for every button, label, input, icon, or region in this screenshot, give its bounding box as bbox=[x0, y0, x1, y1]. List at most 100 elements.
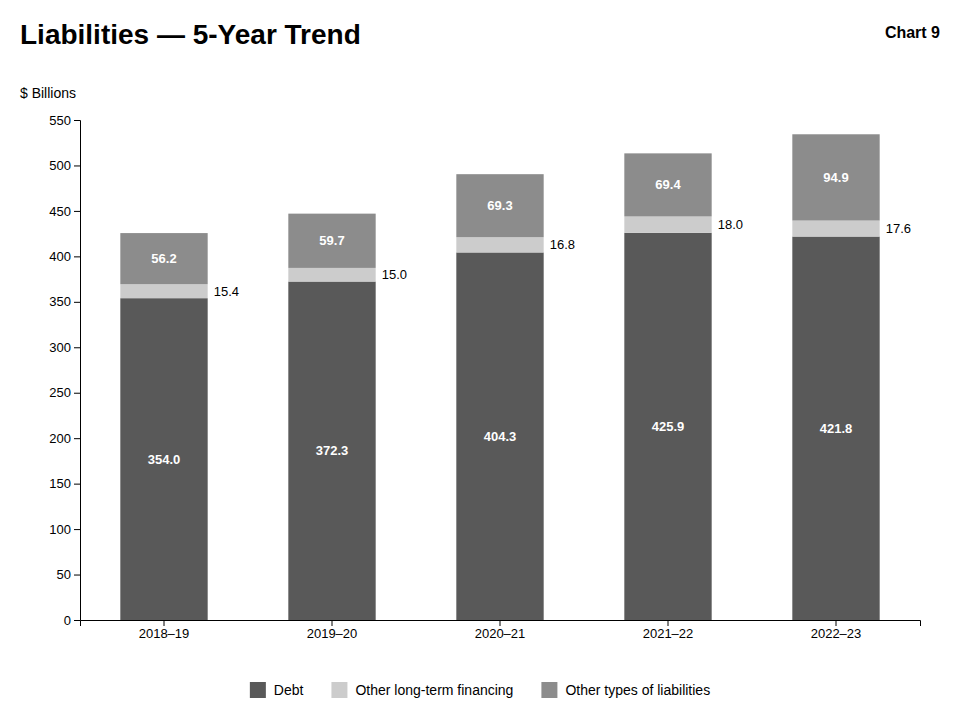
y-axis-line bbox=[74, 121, 81, 621]
y-tick: 300 bbox=[49, 340, 80, 355]
legend-label: Other types of liabilities bbox=[565, 682, 710, 698]
data-label: 425.9 bbox=[652, 419, 685, 434]
legend-label: Other long-term financing bbox=[355, 682, 513, 698]
legend-swatch bbox=[250, 682, 266, 698]
legend-label: Debt bbox=[274, 682, 304, 698]
y-tick-mark bbox=[74, 575, 80, 576]
bar bbox=[456, 174, 543, 237]
x-tick-label: 2022–23 bbox=[811, 626, 862, 641]
data-label: 354.0 bbox=[148, 452, 181, 467]
bar bbox=[456, 237, 543, 252]
y-tick-mark bbox=[74, 211, 80, 212]
y-tick: 400 bbox=[49, 249, 80, 264]
plot: $ Billions 354.0 372.3 404.3 425.9 421.8 15.4 1… bbox=[20, 85, 921, 641]
bar bbox=[792, 237, 879, 620]
y-tick: 350 bbox=[49, 294, 80, 309]
data-label: 15.0 bbox=[382, 267, 407, 282]
title: Liabilities — 5-Year Trend bbox=[20, 19, 361, 50]
data-label: 16.8 bbox=[550, 237, 575, 252]
data-label: 69.3 bbox=[487, 198, 512, 213]
data-label: 17.6 bbox=[886, 221, 911, 236]
data-label: 404.3 bbox=[484, 429, 517, 444]
bar bbox=[456, 252, 543, 620]
y-tick: 450 bbox=[49, 204, 80, 219]
x-tick-label: 2020–21 bbox=[475, 626, 526, 641]
y-tick: 100 bbox=[49, 522, 80, 537]
x-tick: 2021–22 bbox=[643, 620, 694, 641]
y-tick-mark bbox=[74, 620, 80, 621]
y-tick: 0 bbox=[64, 613, 80, 628]
chart: Liabilities — 5-Year Trend Chart 9 $ Billi… bbox=[0, 0, 960, 720]
bar bbox=[120, 298, 207, 620]
bar bbox=[624, 233, 711, 620]
legend-item: Other long-term financing bbox=[331, 682, 513, 698]
y-tick-label: 100 bbox=[49, 522, 71, 537]
y-tick: 50 bbox=[57, 567, 80, 582]
y-tick-mark bbox=[74, 484, 80, 485]
x-tick-mark bbox=[500, 620, 501, 626]
y-tick-label: 50 bbox=[57, 567, 71, 582]
y-tick: 250 bbox=[49, 385, 80, 400]
data-label: 69.4 bbox=[655, 177, 681, 192]
data-labels: 354.0 372.3 404.3 425.9 421.8 15.4 15.0 16.8 18.… bbox=[148, 170, 911, 467]
x-tick-mark bbox=[332, 620, 333, 626]
x-tick: 2019–20 bbox=[307, 620, 358, 641]
y-tick-label: 250 bbox=[49, 385, 71, 400]
x-axis-line bbox=[81, 621, 921, 627]
series bbox=[120, 134, 879, 284]
y-tick: 150 bbox=[49, 476, 80, 491]
x-tick-label: 2019–20 bbox=[307, 626, 358, 641]
bar bbox=[120, 233, 207, 284]
bar bbox=[624, 153, 711, 216]
bar bbox=[288, 282, 375, 620]
annotation: Chart 9 bbox=[885, 24, 940, 41]
data-label: 372.3 bbox=[316, 443, 349, 458]
bar bbox=[624, 216, 711, 232]
y-tick-mark bbox=[74, 347, 80, 348]
y-tick-label: 350 bbox=[49, 294, 71, 309]
data-label: 15.4 bbox=[214, 284, 239, 299]
x-tick-mark bbox=[836, 620, 837, 626]
y-tick-label: 500 bbox=[49, 158, 71, 173]
bar bbox=[120, 284, 207, 298]
data-label: 56.2 bbox=[151, 251, 176, 266]
bar bbox=[288, 268, 375, 282]
bar bbox=[792, 134, 879, 220]
y-tick-label: 550 bbox=[49, 113, 71, 128]
y-tick: 550 bbox=[49, 113, 80, 128]
x-tick-mark bbox=[668, 620, 669, 626]
y-tick: 500 bbox=[49, 158, 80, 173]
x-axis: 2018–19 2019–20 2020–21 2021–22 2022–23 bbox=[81, 620, 921, 641]
legend-item: Debt bbox=[250, 682, 304, 698]
y-tick-label: 450 bbox=[49, 204, 71, 219]
data-label: 421.8 bbox=[820, 421, 853, 436]
bars bbox=[120, 134, 879, 620]
y-axis: 0 50 100 150 200 250 300 350 400 450 500 550 bbox=[49, 113, 80, 628]
y-tick-label: 200 bbox=[49, 431, 71, 446]
legend-swatch bbox=[331, 682, 347, 698]
legend-swatch bbox=[541, 682, 557, 698]
y-axis-label: $ Billions bbox=[20, 85, 76, 101]
series bbox=[120, 233, 879, 620]
x-tick: 2022–23 bbox=[811, 620, 862, 641]
data-label: 59.7 bbox=[319, 233, 344, 248]
x-tick: 2018–19 bbox=[139, 620, 190, 641]
legend-item: Other types of liabilities bbox=[541, 682, 710, 698]
y-tick-label: 300 bbox=[49, 340, 71, 355]
y-tick: 200 bbox=[49, 431, 80, 446]
y-tick-label: 400 bbox=[49, 249, 71, 264]
y-tick-mark bbox=[74, 529, 80, 530]
y-tick-mark bbox=[74, 393, 80, 394]
data-label: 94.9 bbox=[823, 170, 848, 185]
y-tick-mark bbox=[74, 438, 80, 439]
legend: Debt Other long-term financing Other types… bbox=[250, 682, 710, 698]
x-tick-label: 2018–19 bbox=[139, 626, 190, 641]
y-tick-mark bbox=[74, 256, 80, 257]
x-tick-mark bbox=[164, 620, 165, 626]
y-tick-label: 150 bbox=[49, 476, 71, 491]
data-label: 18.0 bbox=[718, 217, 743, 232]
x-tick-label: 2021–22 bbox=[643, 626, 694, 641]
x-tick: 2020–21 bbox=[475, 620, 526, 641]
bar bbox=[288, 214, 375, 268]
y-tick-mark bbox=[74, 120, 80, 121]
